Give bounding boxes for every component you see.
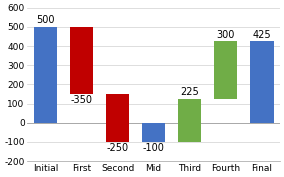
Text: 425: 425: [252, 30, 271, 40]
Text: -250: -250: [106, 143, 129, 153]
Bar: [106, 94, 129, 142]
Bar: [178, 99, 201, 142]
Text: 500: 500: [36, 15, 55, 25]
Text: -100: -100: [143, 143, 164, 153]
Text: 300: 300: [217, 30, 235, 40]
Bar: [70, 27, 93, 94]
Bar: [34, 27, 57, 123]
Bar: [250, 41, 273, 123]
Bar: [142, 123, 165, 142]
Bar: [214, 41, 237, 99]
Text: 225: 225: [180, 87, 199, 97]
Text: -350: -350: [70, 95, 93, 105]
